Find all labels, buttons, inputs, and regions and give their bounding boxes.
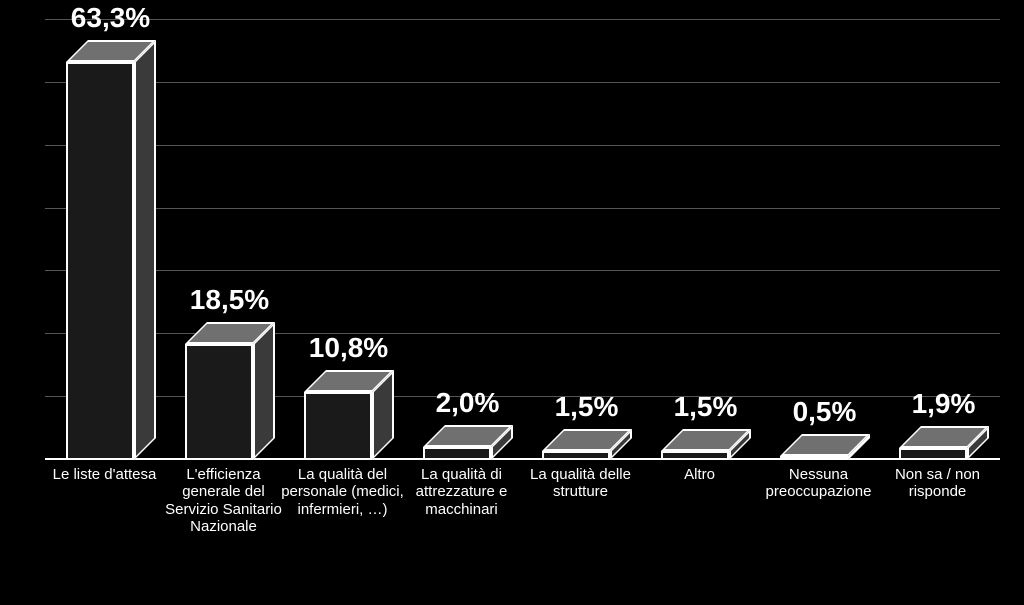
- bar: [899, 426, 989, 460]
- category-label: Altro: [638, 466, 761, 483]
- bar: [542, 429, 632, 460]
- bar: [423, 425, 513, 460]
- bar-front: [661, 451, 729, 460]
- category-label: La qualità delle strutture: [519, 466, 642, 501]
- value-label: 1,5%: [527, 391, 647, 423]
- value-label: 1,9%: [884, 388, 1004, 420]
- gridline: [45, 19, 1000, 20]
- category-label: Le liste d'attesa: [43, 466, 166, 483]
- gridline: [45, 270, 1000, 271]
- plot-area: 63,3%Le liste d'attesa18,5%L'efficienza …: [45, 20, 1000, 460]
- bar-front: [899, 448, 967, 460]
- bar-side: [134, 40, 156, 460]
- bar-front: [780, 456, 848, 460]
- bar-side: [253, 322, 275, 460]
- bar: [185, 322, 275, 460]
- value-label: 10,8%: [289, 332, 409, 364]
- category-label: Nessuna preoccupazione: [757, 466, 880, 501]
- value-label: 18,5%: [170, 284, 290, 316]
- value-label: 2,0%: [408, 387, 528, 419]
- gridline: [45, 82, 1000, 83]
- value-label: 63,3%: [51, 2, 171, 34]
- category-label: Non sa / non risponde: [876, 466, 999, 501]
- bar-front: [423, 447, 491, 460]
- bar-front: [542, 451, 610, 460]
- category-label: La qualità del personale (medici, inferm…: [281, 466, 404, 518]
- bar-chart-3d: 63,3% Le liste d'attesa 18,5% L'efficienza …: [0, 0, 1024, 605]
- category-label: L'efficienza generale del Servizio Sanit…: [162, 466, 285, 535]
- bar: [780, 434, 870, 460]
- bar-front: [185, 344, 253, 460]
- category-label: La qualità di attrezzature e macchinari: [400, 466, 523, 518]
- bar-top: [780, 434, 870, 456]
- bar: [661, 429, 751, 460]
- bar-front: [66, 62, 134, 460]
- gridline: [45, 208, 1000, 209]
- gridline: [45, 145, 1000, 146]
- bar: [66, 40, 156, 460]
- value-label: 1,5%: [646, 391, 766, 423]
- bar: [304, 370, 394, 460]
- bar-front: [304, 392, 372, 460]
- value-label: 0,5%: [765, 396, 885, 428]
